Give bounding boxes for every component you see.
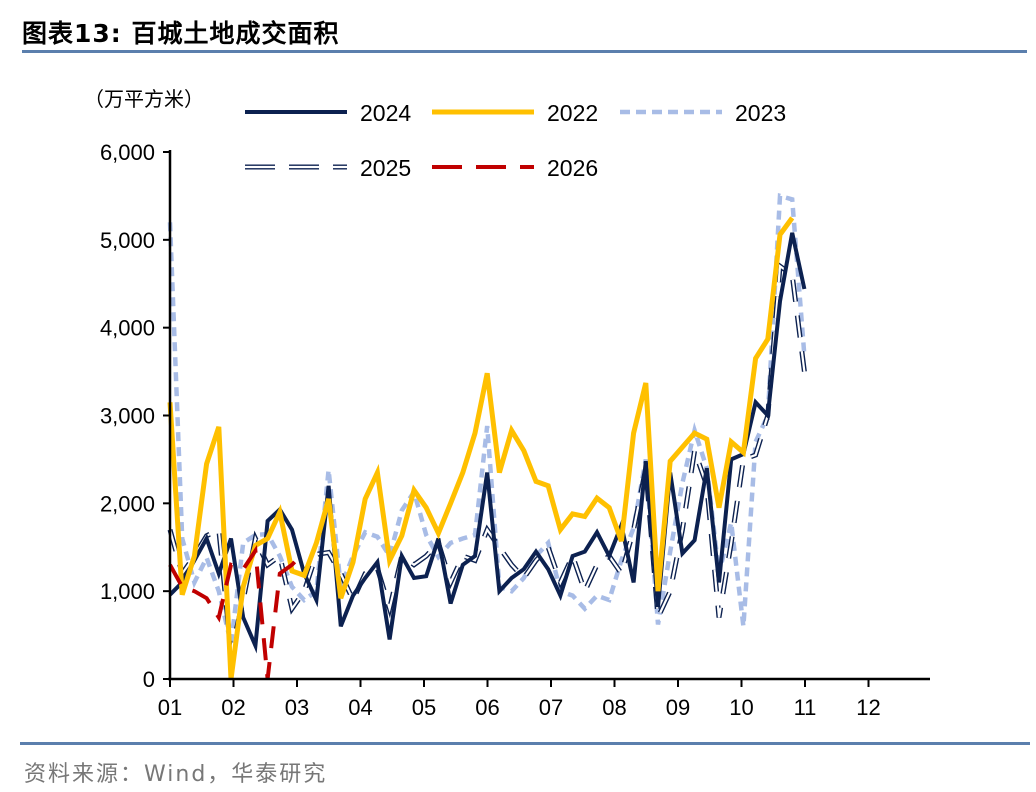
x-tick-label: 05 [412,695,436,720]
x-tick-label: 08 [602,695,626,720]
legend-label: 2022 [547,100,598,126]
legend-label: 2024 [360,100,411,126]
series-2026 [168,544,306,680]
series-2025 [167,261,807,654]
chart-title: 图表13: 百城土地成交面积 [22,19,340,48]
x-tick-label: 11 [794,695,817,720]
x-tick-label: 10 [729,695,753,720]
legend-label: 2025 [360,155,411,181]
x-tick-label: 04 [348,695,372,720]
x-tick-label: 12 [856,695,880,720]
series-line-2024 [168,232,807,654]
legend-item-2022: 2022 [432,100,598,126]
x-tick-label: 03 [285,695,309,720]
series-2023 [167,192,807,645]
legend-item-2025: 2025 [245,155,411,181]
footer-divider [20,742,1030,745]
y-tick-label: 1,000 [100,579,155,604]
y-tick-label: 3,000 [100,404,155,429]
y-tick-label: 0 [143,667,155,692]
legend-label: 2026 [547,155,598,181]
series-layer [167,192,807,680]
y-tick-label: 5,000 [100,228,155,253]
y-tick-label: 2,000 [100,491,155,516]
series-2024 [168,232,807,654]
x-tick-label: 09 [666,695,690,720]
y-tick-label: 6,000 [100,140,155,165]
series-2022 [167,216,795,680]
legend-item-2024: 2024 [245,100,411,126]
series-line-2025 [168,264,806,653]
legend-label: 2023 [735,100,786,126]
legend-item-2026: 2026 [432,155,598,181]
x-tick-label: 07 [539,695,563,720]
series-line-2023 [167,192,807,645]
series-line-2026 [168,544,306,680]
series-line-2022 [167,216,795,680]
x-tick-label: 06 [475,695,499,720]
legend: 2024 2022 2023 2025 2026 [245,100,786,181]
x-tick-label: 02 [221,695,245,720]
x-tick-label: 01 [158,695,182,720]
legend-item-2023: 2023 [620,100,786,126]
y-axis-unit-label: （万平方米） [84,87,204,111]
source-note: 资料来源：Wind，华泰研究 [24,762,328,787]
title-divider [22,50,1027,53]
y-tick-label: 4,000 [100,316,155,341]
axes-layer: 0 1,000 2,000 3,000 4,000 5,000 6,000 01 02 03 04 0… [100,140,930,720]
